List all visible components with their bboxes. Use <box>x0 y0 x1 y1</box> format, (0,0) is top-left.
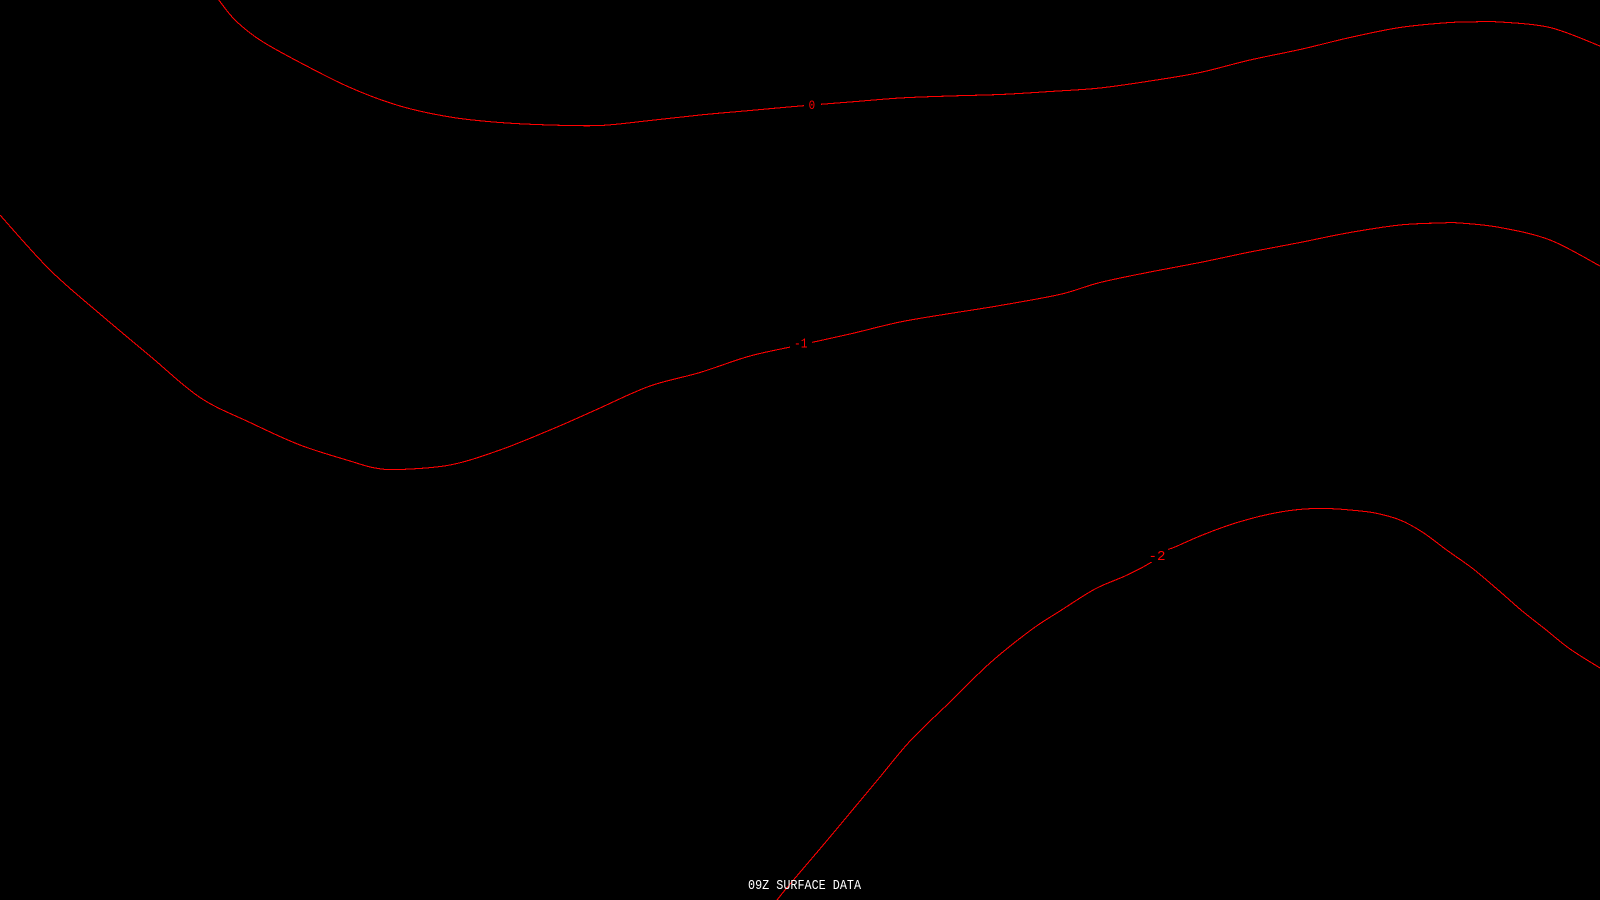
svg-text:0: 0 <box>809 98 816 113</box>
svg-text:09Z SURFACE DATA: 09Z SURFACE DATA <box>748 878 862 894</box>
svg-text:-2: -2 <box>1149 549 1166 565</box>
svg-text:-1: -1 <box>794 337 808 353</box>
